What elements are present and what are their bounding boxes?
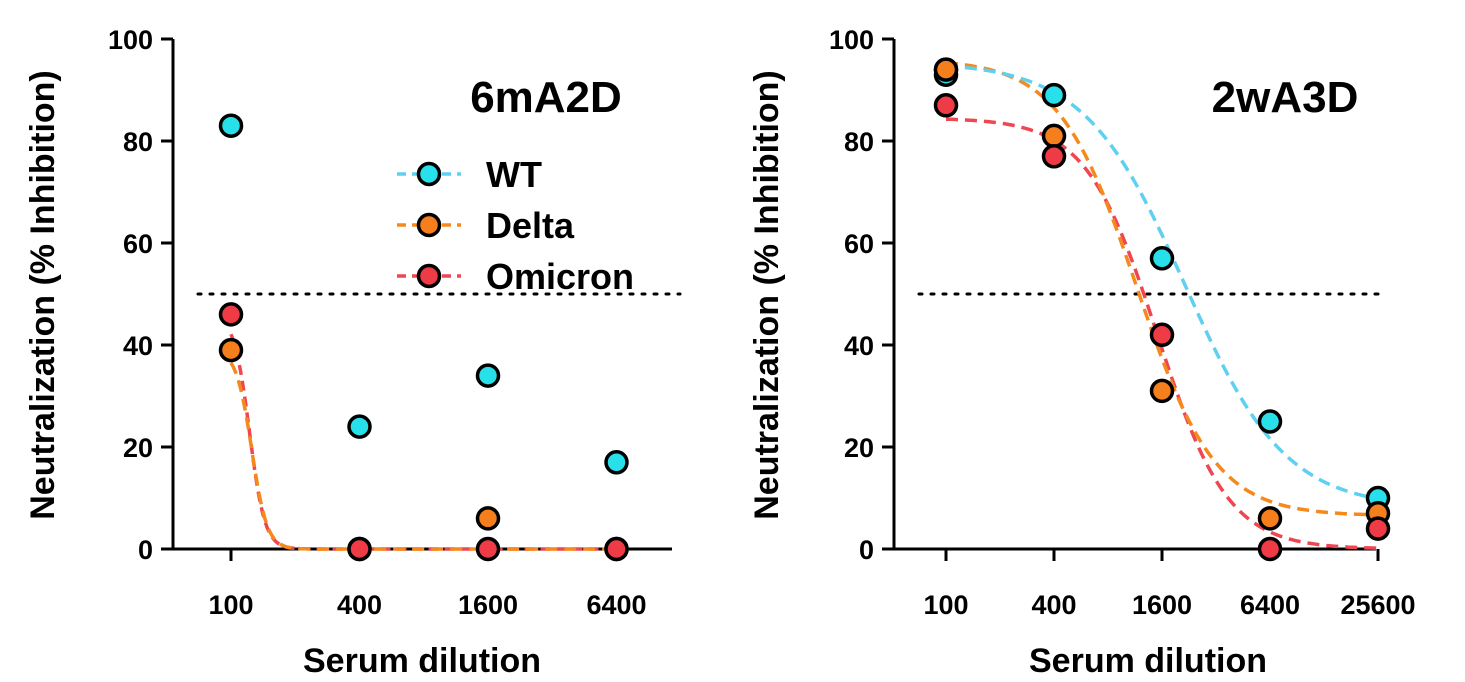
data-point-delta	[1149, 378, 1175, 404]
x-tick-label: 1600	[1132, 590, 1192, 620]
x-tick-label: 400	[1031, 590, 1076, 620]
data-point-delta	[218, 337, 244, 363]
data-point-omicron	[347, 536, 372, 562]
fit-curve-omicron	[229, 333, 617, 551]
data-point-omicron	[1041, 144, 1067, 169]
legend-label: WT	[486, 154, 542, 195]
y-tick-label: 100	[829, 25, 874, 55]
panel-2wA3D: 2wA3D Neutralization (% Inhibition) Seru…	[748, 25, 1416, 680]
fit-curve-delta	[229, 362, 617, 551]
panel-title: 6mA2D	[470, 73, 622, 122]
legend-marker-wt	[416, 161, 442, 187]
data-point-wt	[218, 113, 244, 138]
data-point-wt	[475, 363, 501, 388]
fit-curve-delta	[945, 61, 1379, 517]
data-point-omicron	[933, 93, 959, 118]
legend-marker-omicron	[416, 263, 442, 289]
x-axis-title: Serum dilution	[1029, 642, 1267, 680]
legend-label: Omicron	[486, 256, 634, 297]
y-tick-label: 60	[844, 229, 874, 259]
y-tick-label: 0	[859, 535, 874, 565]
fit-curve-omicron	[946, 117, 1379, 550]
data-point-wt	[347, 414, 372, 439]
x-tick-label: 100	[923, 590, 968, 620]
y-tick-label: 80	[844, 127, 874, 157]
data-point-wt	[1257, 409, 1283, 434]
fit-curve-wt	[945, 64, 1379, 501]
data-point-wt	[1149, 246, 1175, 271]
data-point-omicron	[604, 536, 629, 562]
data-point-omicron	[1149, 322, 1175, 348]
x-tick-label: 1600	[458, 590, 518, 620]
y-tick-label: 100	[108, 25, 153, 55]
legend: WT Delta Omicron	[397, 154, 634, 297]
x-axis-title: Serum dilution	[303, 642, 541, 680]
y-axis-title: Neutralization (% Inhibition)	[24, 70, 62, 520]
data-point-omicron	[475, 536, 501, 562]
legend-label: Delta	[486, 205, 575, 246]
panel-title: 2wA3D	[1212, 73, 1359, 122]
x-tick-label: 25600	[1340, 590, 1415, 620]
data-point-delta	[1041, 123, 1067, 149]
x-tick-label: 6400	[586, 590, 646, 620]
data-point-wt	[604, 450, 629, 475]
data-point-delta	[933, 57, 959, 82]
x-tick-label: 6400	[1240, 590, 1300, 620]
data-point-omicron	[1257, 536, 1283, 562]
y-tick-label: 40	[123, 331, 153, 361]
y-tick-label: 20	[123, 433, 153, 463]
y-tick-label: 20	[844, 433, 874, 463]
data-point-delta	[475, 506, 501, 531]
y-tick-label: 80	[123, 127, 153, 157]
y-tick-label: 0	[138, 535, 153, 565]
data-point-delta	[1257, 506, 1283, 531]
x-tick-label: 100	[208, 590, 253, 620]
data-point-omicron	[218, 302, 244, 327]
data-point-omicron	[1365, 516, 1391, 541]
x-tick-label: 400	[337, 590, 382, 620]
panel-6mA2D: 6mA2D Neutralization (% Inhibition) Seru…	[24, 25, 682, 680]
legend-marker-delta	[416, 212, 442, 238]
y-tick-label: 40	[844, 331, 874, 361]
y-tick-label: 60	[123, 229, 153, 259]
y-axis-title: Neutralization (% Inhibition)	[748, 70, 786, 520]
data-point-wt	[1041, 82, 1067, 108]
